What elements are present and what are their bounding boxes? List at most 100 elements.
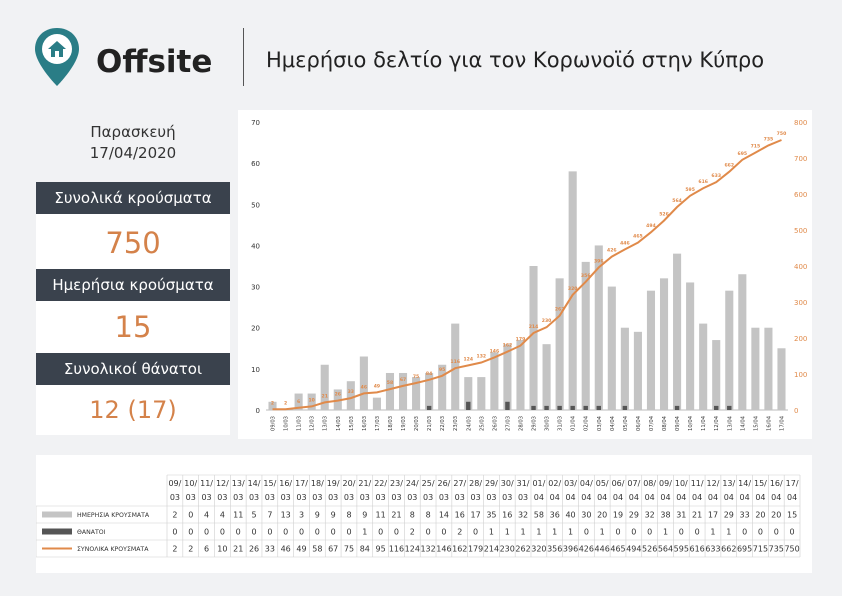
total-cases-data-label: 564 [672,198,682,204]
table-cell: 26 [249,545,259,554]
table-cell: 46 [281,545,291,554]
table-date-day: 01/ [532,479,545,488]
table-cell: 32 [518,511,528,520]
table-date-month: 04 [676,493,686,502]
table-cell: 446 [595,545,610,554]
table-date-day: 24/ [406,479,419,488]
table-cell: 3 [299,511,304,520]
table-date-month: 03 [296,493,306,502]
table-cell: 214 [484,545,499,554]
total-cases-data-label: 320 [568,286,578,292]
total-cases-data-label: 2 [284,400,287,406]
table-cell: 21 [233,545,243,554]
table-date-day: 07/ [627,479,640,488]
total-cases-data-label: 179 [516,337,526,343]
total-cases-data-label: 132 [477,353,487,359]
table-cell: 2 [410,528,415,537]
table-date-month: 03 [376,493,386,502]
y-left-tick-label: 40 [251,242,260,250]
table-date-month: 03 [518,493,528,502]
table-cell: 124 [405,545,420,554]
table-date-month: 03 [312,493,322,502]
table-cell: 21 [391,511,401,520]
y-left-tick-label: 70 [251,119,260,127]
table-cell: 0 [647,528,652,537]
table-cell: 0 [758,528,763,537]
x-tick-label: 14/04 [740,415,746,431]
legend-row [42,511,72,518]
table-date-day: 15/ [263,479,276,488]
table-cell: 0 [742,528,747,537]
table-date-month: 03 [391,493,401,502]
total-cases-data-label: 595 [685,187,695,193]
table-date-month: 04 [613,493,623,502]
x-tick-label: 12/03 [310,416,316,431]
table-date-month: 03 [328,493,338,502]
table-date-month: 03 [170,493,180,502]
table-cell: 7 [267,511,272,520]
table-cell: 396 [563,545,578,554]
table-cell: 1 [521,528,526,537]
total-cases-data-label: 426 [607,248,617,254]
y-left-tick-label: 60 [251,160,260,168]
table-cell: 8 [426,511,431,520]
daily-cases-bar [438,364,447,410]
total-cases-data-label: 356 [581,273,591,279]
table-date-month: 04 [550,493,560,502]
table-cell: 21 [692,511,702,520]
x-tick-label: 19/03 [401,416,407,431]
table-date-day: 05/ [596,479,609,488]
table-cell: 662 [721,545,736,554]
total-cases-data-label: 262 [555,307,565,313]
table-cell: 1 [600,528,605,537]
table-cell: 9 [362,511,367,520]
total-cases-data-label: 735 [764,136,774,142]
x-tick-label: 29/03 [532,416,538,431]
x-tick-label: 11/03 [297,416,303,431]
table-cell: 58 [312,545,322,554]
daily-cases-bar [555,278,564,410]
x-tick-label: 05/04 [623,415,629,431]
table-cell: 1 [536,528,541,537]
table-date-month: 03 [265,493,275,502]
y-left-tick-label: 10 [251,366,260,374]
table-date-month: 04 [660,493,670,502]
table-cell: 5 [251,511,256,520]
table-date-month: 04 [581,493,591,502]
table-date-day: 17/ [295,479,308,488]
table-cell: 29 [724,511,734,520]
total-cases-data-label: 58 [387,380,393,386]
total-cases-data-label: 446 [620,240,630,246]
total-cases-data-label: 162 [503,343,513,349]
daily-cases-bar [699,323,708,410]
table-date-month: 03 [281,493,291,502]
x-tick-label: 27/03 [505,416,511,431]
covid-chart: 0102030405060700100200300400500600700800… [251,119,807,431]
deaths-bar [583,405,588,410]
table-date-day: 29/ [485,479,498,488]
x-tick-label: 11/04 [701,415,707,431]
day-label: Παρασκευή [90,123,176,141]
table-cell: 0 [441,528,446,537]
table-date-month: 04 [724,493,734,502]
daily-cases-bar [477,377,486,410]
table-date-month: 03 [423,493,433,502]
table-date-day: 06/ [612,479,625,488]
total-cases-data-label: 750 [777,131,787,137]
table-cell: 0 [172,528,177,537]
table-cell: 162 [452,545,467,554]
table-cell: 15 [787,511,797,520]
x-tick-label: 10/04 [688,415,694,431]
y-right-tick-label: 700 [794,155,807,163]
table-date-day: 04/ [580,479,593,488]
x-tick-label: 31/03 [558,416,564,431]
daily-cases-bar [516,340,525,410]
total-cases-data-label: 494 [646,223,656,229]
y-right-tick-label: 0 [794,407,798,415]
total-cases-data-label: 95 [439,367,445,373]
legend-label: ΘΑΝΑΤΟΙ [77,529,106,536]
legend-deaths-swatch [42,528,72,535]
table-cell: 95 [376,545,386,554]
deaths-bar [466,401,471,410]
table-cell: 0 [188,511,193,520]
